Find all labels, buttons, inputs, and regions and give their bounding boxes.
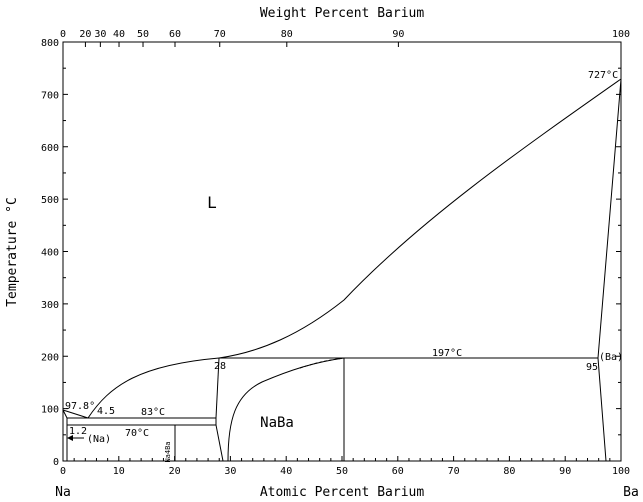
left-tick-label: 800 bbox=[41, 38, 59, 49]
naba-label: NaBa bbox=[260, 415, 294, 431]
bottom-tick-label: 80 bbox=[503, 466, 515, 477]
bottom-tick-label: 90 bbox=[559, 466, 571, 477]
metastable-dashed-curve bbox=[299, 357, 345, 369]
top-tick-label: 90 bbox=[392, 29, 404, 40]
liquid-label: L bbox=[207, 193, 217, 212]
top-tick-label: 70 bbox=[214, 29, 226, 40]
top-tick-label: 60 bbox=[169, 29, 181, 40]
bottom-tick-label: 0 bbox=[60, 466, 66, 477]
phase-boundaries bbox=[62, 78, 622, 462]
bottom-axis-ticks: 0 10 20 30 40 50 60 70 80 90 100 bbox=[60, 456, 630, 477]
naba-boundary-curve bbox=[227, 357, 345, 462]
left-element-label: Na bbox=[55, 485, 71, 500]
left-tick-label: 600 bbox=[41, 143, 59, 154]
bottom-tick-label: 50 bbox=[336, 466, 348, 477]
solubility-na-annotation: 1.2 bbox=[69, 426, 87, 437]
peritectic-join bbox=[215, 357, 220, 419]
top-tick-label: 20 bbox=[79, 29, 91, 40]
left-tick-label: 0 bbox=[53, 457, 59, 468]
left-tick-label: 300 bbox=[41, 300, 59, 311]
eutectic-na-annotation: 4.5 bbox=[97, 406, 115, 417]
na-arrow bbox=[67, 435, 84, 441]
top-tick-label: 30 bbox=[94, 29, 106, 40]
liquidus-mid bbox=[87, 357, 220, 419]
na-melting-annotation: 97.8° bbox=[65, 401, 95, 412]
left-axis-title: Temperature °C bbox=[5, 197, 20, 307]
bottom-tick-label: 100 bbox=[612, 466, 630, 477]
ba-melting-annotation: 727°C bbox=[588, 70, 618, 81]
bottom-tick-label: 10 bbox=[113, 466, 125, 477]
eutectic-197-annotation: 197°C bbox=[432, 348, 462, 359]
liquidus-ba-side bbox=[218, 78, 622, 359]
ba-solvus-left bbox=[597, 78, 622, 462]
top-axis-title: Weight Percent Barium bbox=[260, 6, 425, 21]
left-tick-label: 400 bbox=[41, 248, 59, 259]
left-axis-ticks: 0 100 200 300 400 500 600 700 800 bbox=[41, 38, 621, 468]
ba-solid-label: (Ba) bbox=[599, 352, 623, 363]
top-axis-ticks: 0 20 30 40 50 60 70 80 90 100 bbox=[60, 29, 630, 47]
bottom-tick-label: 20 bbox=[169, 466, 181, 477]
solubility-ba-annotation: 95 bbox=[586, 362, 598, 373]
left-tick-label: 500 bbox=[41, 195, 59, 206]
na-solid-label: (Na) bbox=[87, 434, 111, 445]
top-tick-label: 50 bbox=[137, 29, 149, 40]
top-tick-label: 0 bbox=[60, 29, 66, 40]
bottom-tick-label: 70 bbox=[448, 466, 460, 477]
left-tick-label: 200 bbox=[41, 352, 59, 363]
left-tick-label: 100 bbox=[41, 405, 59, 416]
right-element-label: Ba bbox=[623, 485, 639, 500]
left-tick-label: 700 bbox=[41, 90, 59, 101]
bottom-axis-title: Atomic Percent Barium bbox=[260, 485, 425, 500]
top-tick-label: 100 bbox=[612, 29, 630, 40]
peritectic-83-annotation: 83°C bbox=[141, 407, 165, 418]
peritectic-28-annotation: 28 bbox=[214, 361, 226, 372]
plot-frame bbox=[62, 41, 622, 462]
bottom-tick-label: 30 bbox=[224, 466, 236, 477]
top-tick-label: 40 bbox=[113, 29, 125, 40]
top-tick-label: 80 bbox=[281, 29, 293, 40]
na-solvus bbox=[62, 409, 68, 461]
na-arrow-head bbox=[67, 435, 73, 441]
na4ba-label: Na4Ba bbox=[164, 441, 172, 462]
peritectic-link bbox=[215, 418, 224, 462]
bottom-tick-label: 40 bbox=[280, 466, 292, 477]
eutectic-70-annotation: 70°C bbox=[125, 428, 149, 439]
liquidus-na-side bbox=[62, 409, 89, 419]
bottom-tick-label: 60 bbox=[392, 466, 404, 477]
